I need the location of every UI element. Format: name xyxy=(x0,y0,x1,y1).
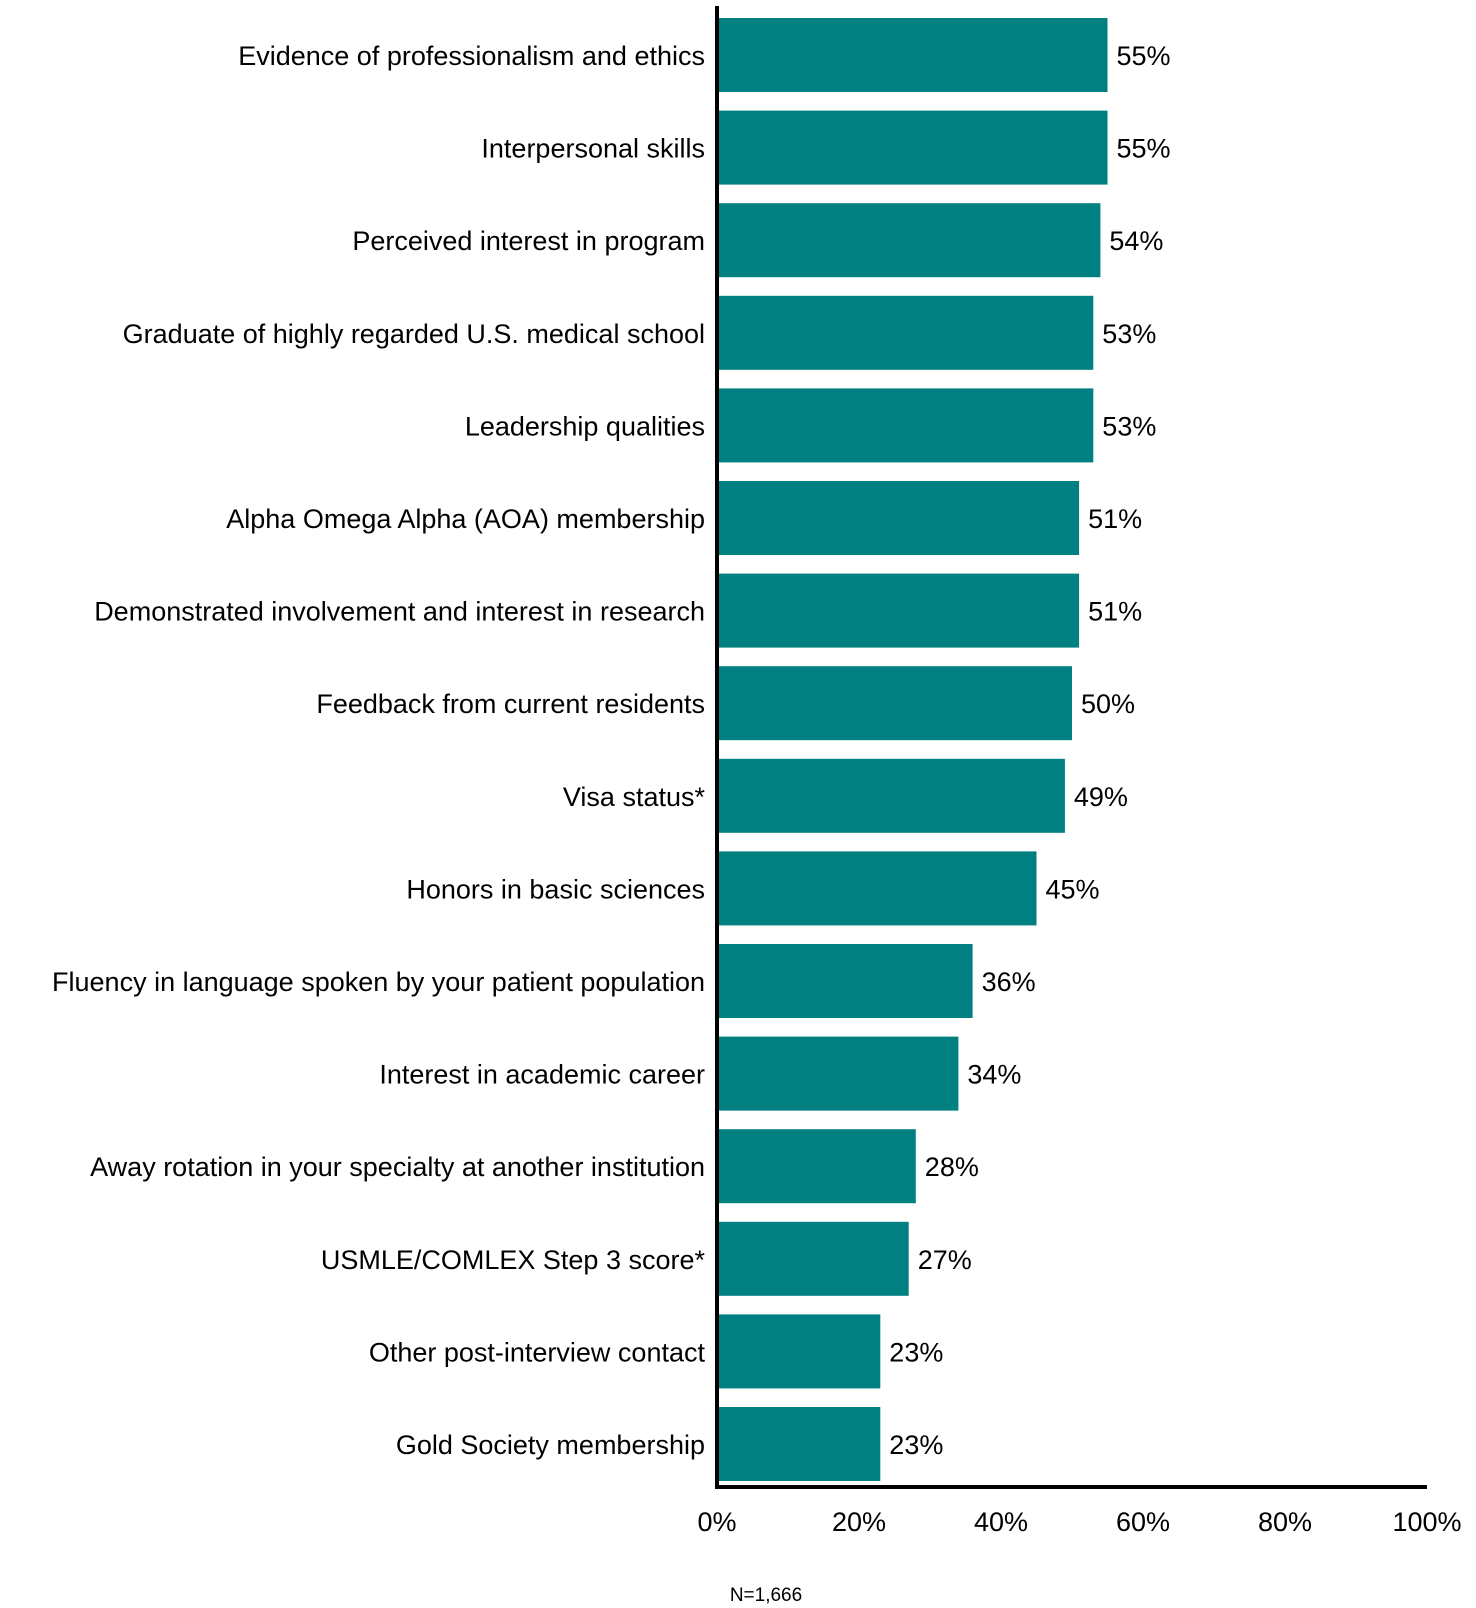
bar xyxy=(717,1221,909,1296)
bar xyxy=(717,18,1108,92)
value-labels-layer: 55% 55% 54% 53% 53% 51% 51% 50% 49% 45% 36% 34% 28% 2… xyxy=(889,41,1170,1460)
sample-size-note: N=1,666 xyxy=(730,1585,802,1606)
bar xyxy=(717,295,1094,370)
value-label: 23% xyxy=(889,1430,943,1460)
category-label: Leadership qualities xyxy=(465,411,705,441)
value-label: 55% xyxy=(1117,134,1171,164)
bar xyxy=(717,573,1080,648)
value-label: 53% xyxy=(1102,411,1156,441)
value-label: 51% xyxy=(1088,504,1142,534)
category-label: Demonstrated involvement and interest in… xyxy=(94,597,705,627)
category-label: Feedback from current residents xyxy=(316,689,705,719)
bar xyxy=(717,110,1108,185)
value-label: 54% xyxy=(1109,226,1163,256)
value-label: 53% xyxy=(1102,319,1156,349)
bar xyxy=(717,388,1094,463)
value-label: 51% xyxy=(1088,597,1142,627)
value-label: 34% xyxy=(967,1060,1021,1090)
category-label: Perceived interest in program xyxy=(352,226,705,256)
bar xyxy=(717,851,1037,926)
category-label: Gold Society membership xyxy=(396,1430,705,1460)
value-label: 50% xyxy=(1081,689,1135,719)
category-label: Alpha Omega Alpha (AOA) membership xyxy=(226,504,705,534)
value-label: 28% xyxy=(925,1152,979,1182)
bar xyxy=(717,203,1101,278)
category-label: USMLE/COMLEX Step 3 score* xyxy=(321,1245,706,1275)
category-label: Interest in academic career xyxy=(379,1060,705,1090)
category-label: Away rotation in your specialty at anoth… xyxy=(90,1152,705,1182)
value-label: 23% xyxy=(889,1337,943,1367)
category-label: Other post-interview contact xyxy=(369,1337,706,1367)
category-label: Evidence of professionalism and ethics xyxy=(238,41,705,71)
x-tick-labels-layer: 0% 20% 40% 60% 80% 100% xyxy=(697,1507,1461,1537)
bar xyxy=(717,1129,916,1204)
category-label: Fluency in language spoken by your patie… xyxy=(52,967,705,997)
category-label: Visa status* xyxy=(563,782,706,812)
bar xyxy=(717,944,973,1018)
value-label: 27% xyxy=(918,1245,972,1275)
bar xyxy=(717,481,1080,555)
bar xyxy=(717,666,1072,741)
value-label: 55% xyxy=(1117,41,1171,71)
bar xyxy=(717,758,1065,833)
bar xyxy=(717,1036,959,1111)
category-label: Interpersonal skills xyxy=(481,134,705,164)
bar xyxy=(717,1314,881,1389)
category-labels-layer: Evidence of professionalism and ethics In… xyxy=(52,41,705,1460)
value-label: 45% xyxy=(1046,874,1100,904)
x-tick-label: 100% xyxy=(1392,1507,1461,1537)
category-label: Graduate of highly regarded U.S. medical… xyxy=(123,319,705,349)
x-tick-label: 40% xyxy=(974,1507,1028,1537)
x-tick-label: 80% xyxy=(1258,1507,1312,1537)
value-label: 36% xyxy=(982,967,1036,997)
bar xyxy=(717,1407,881,1481)
category-label: Honors in basic sciences xyxy=(406,874,705,904)
value-label: 49% xyxy=(1074,782,1128,812)
bars-layer xyxy=(717,18,1108,1481)
x-tick-label: 20% xyxy=(832,1507,886,1537)
x-tick-label: 0% xyxy=(697,1507,736,1537)
x-tick-label: 60% xyxy=(1116,1507,1170,1537)
